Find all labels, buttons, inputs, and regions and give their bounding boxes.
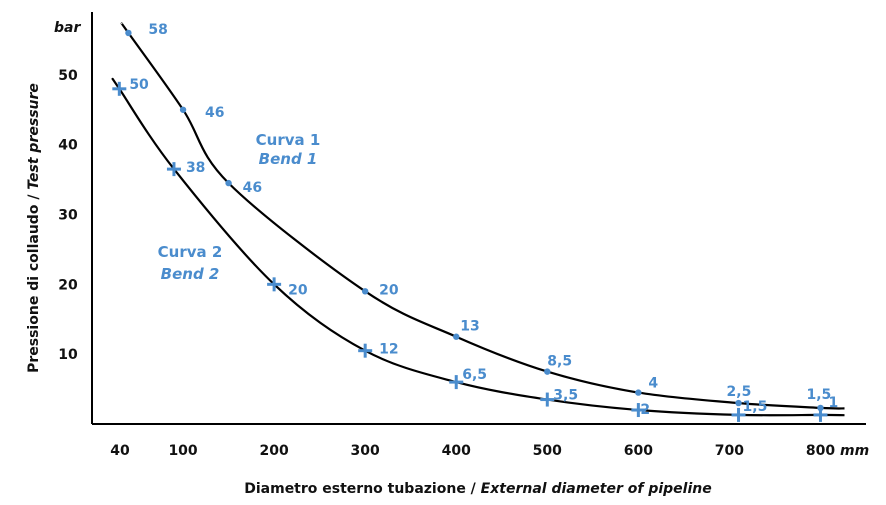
x-axis-title: Diametro esterno tubazione / External di… xyxy=(244,481,712,497)
data-point-cross xyxy=(449,375,464,390)
data-label: 46 xyxy=(205,105,224,121)
data-point-cross xyxy=(731,407,746,422)
markers xyxy=(112,29,828,422)
curve-line-2 xyxy=(111,77,845,417)
axes xyxy=(91,12,866,425)
data-point-dot xyxy=(361,288,369,295)
series-1-name: Curva 1 xyxy=(256,131,321,149)
y-tick-label: 30 xyxy=(58,208,78,224)
series-2-name: Curva 2 xyxy=(158,243,223,261)
data-label: 2 xyxy=(640,402,650,418)
data-point-dot xyxy=(735,399,742,407)
data-label: 50 xyxy=(129,77,149,93)
data-label: 46 xyxy=(243,180,262,196)
data-point-cross xyxy=(358,343,373,358)
series-2-name-en: Bend 2 xyxy=(161,265,220,283)
data-label: 38 xyxy=(186,160,205,176)
data-label: 1 xyxy=(828,395,838,411)
data-point-cross xyxy=(267,277,282,292)
y-tick-label: 10 xyxy=(58,347,78,363)
x-axis-title-it: Diametro esterno tubazione / xyxy=(244,481,480,497)
data-point-dot xyxy=(125,29,132,37)
curve-line-1 xyxy=(120,22,845,410)
data-label: 6,5 xyxy=(462,367,487,383)
data-label: 3,5 xyxy=(553,388,578,404)
curves xyxy=(111,22,845,417)
data-label: 12 xyxy=(379,342,398,358)
x-tick-label: 300 xyxy=(351,443,380,459)
data-label: 20 xyxy=(379,282,399,298)
x-tick-labels: 40 100 200 300 400 500 600 700 800 xyxy=(110,443,835,459)
y-axis-title-en: Test pressure xyxy=(26,83,42,190)
x-tick-label: 700 xyxy=(715,443,744,459)
data-point-dot xyxy=(544,368,551,375)
data-label: 1,5 xyxy=(743,399,768,415)
series-names: Curva 1 Bend 1 Curva 2 Bend 2 xyxy=(158,131,321,283)
data-point-cross xyxy=(813,407,828,422)
x-axis-unit: mm xyxy=(840,443,869,459)
x-tick-label: 400 xyxy=(442,443,471,459)
data-label: 2,5 xyxy=(727,384,752,400)
data-point-dot xyxy=(453,333,460,340)
x-axis-title-en: External diameter of pipeline xyxy=(481,481,712,497)
x-tick-label: 40 xyxy=(110,443,130,459)
x-tick-label: 500 xyxy=(533,443,562,459)
y-tick-label: 20 xyxy=(58,277,78,293)
data-label: 4 xyxy=(648,376,658,392)
data-point-cross xyxy=(166,162,181,177)
data-label: 58 xyxy=(148,22,167,38)
y-axis-title-it: Pressione di collaudo / xyxy=(26,190,42,373)
data-label: 1,5 xyxy=(806,387,831,403)
x-tick-label: 100 xyxy=(168,443,197,459)
series-1-name-en: Bend 1 xyxy=(259,150,318,168)
x-tick-label: 200 xyxy=(260,443,289,459)
data-label: 20 xyxy=(288,282,308,298)
data-point-cross xyxy=(112,81,127,96)
x-tick-label: 800 xyxy=(806,443,835,459)
data-label: 8,5 xyxy=(547,354,572,370)
data-point-cross xyxy=(631,403,646,418)
data-point-dot xyxy=(635,389,642,396)
y-tick-label: 40 xyxy=(58,138,78,154)
data-label: 13 xyxy=(460,319,479,335)
data-point-dot xyxy=(179,106,187,113)
data-point-dot xyxy=(225,179,232,187)
y-axis-unit: bar xyxy=(54,20,81,36)
y-tick-label: 50 xyxy=(58,68,78,84)
x-tick-label: 600 xyxy=(624,443,653,459)
y-axis-title: Pressione di collaudo / Test pressure xyxy=(26,83,42,373)
y-tick-labels: 10 20 30 40 50 xyxy=(58,68,78,363)
data-point-cross xyxy=(540,392,555,407)
